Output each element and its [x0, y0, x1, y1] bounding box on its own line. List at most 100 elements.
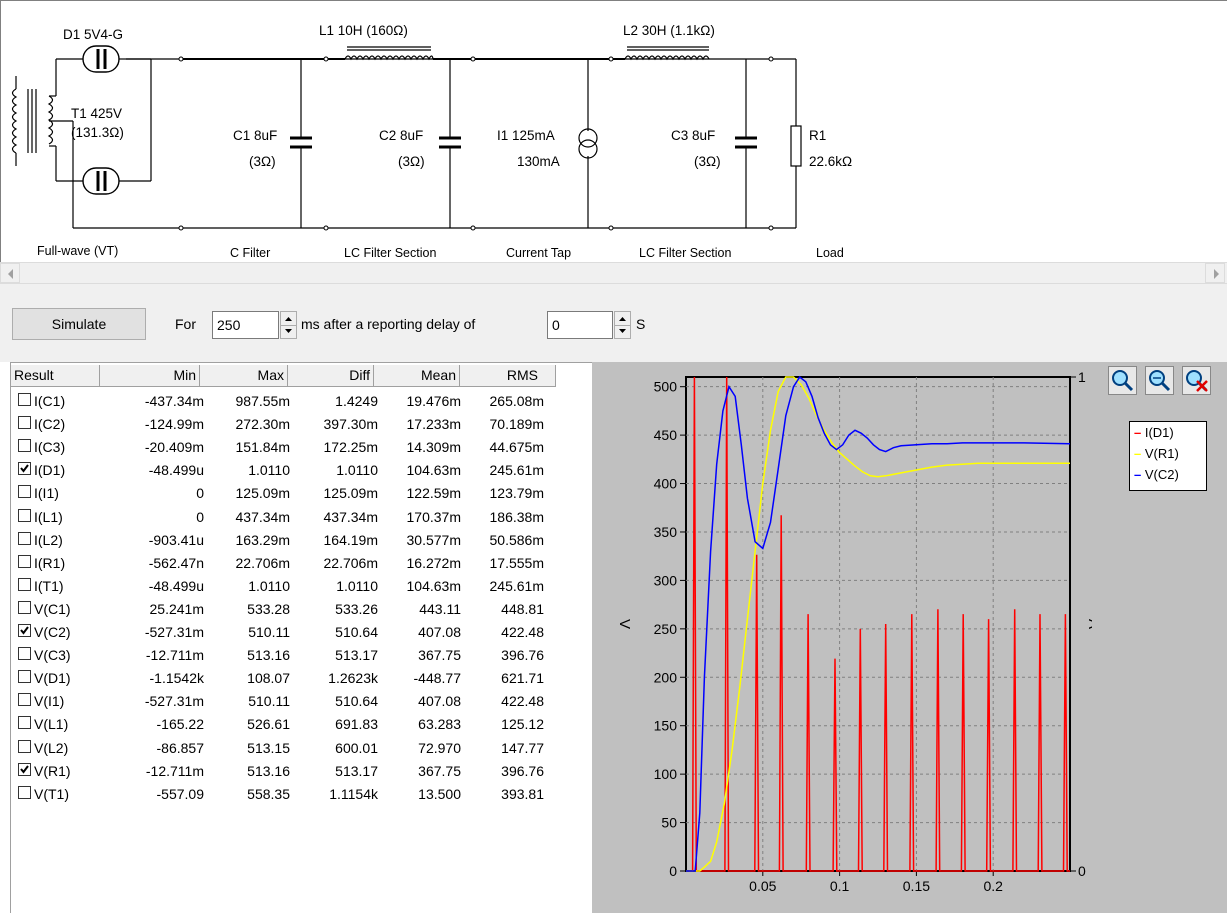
y-tick-label: 350	[654, 524, 678, 540]
result-checkbox[interactable]	[18, 393, 31, 406]
header-diff[interactable]: Diff	[288, 365, 374, 387]
result-name: V(D1)	[34, 670, 71, 687]
result-name: V(L1)	[34, 716, 69, 733]
waveform-chart[interactable]: 0 50 100 150 200 250 300 350 400 450 500 0.05 0.1 0.1…	[592, 362, 1092, 913]
spin-up-icon[interactable]	[615, 312, 630, 326]
checkmark-icon	[20, 464, 29, 473]
result-max: 510.11	[248, 693, 290, 710]
x-tick-label: 0.15	[903, 878, 930, 894]
result-diff: 164.19m	[323, 531, 378, 548]
result-rms: 44.675m	[489, 439, 544, 456]
for-label: For	[175, 316, 196, 332]
result-min: -48.499u	[148, 577, 204, 594]
seconds-label: S	[636, 316, 646, 332]
result-max: 513.16	[247, 647, 290, 664]
result-checkbox[interactable]	[18, 554, 31, 568]
result-mean: 367.75	[418, 647, 461, 664]
result-mean: 16.272m	[406, 554, 461, 571]
result-checkbox[interactable]	[18, 485, 31, 499]
table-row: I(I1) 0 125.09m 125.09m 122.59m 123.79m	[11, 481, 581, 504]
result-name: I(C1)	[34, 393, 66, 409]
result-mean: 104.63m	[406, 462, 461, 479]
result-checkbox[interactable]	[18, 693, 31, 707]
r1-label: R1	[809, 128, 826, 143]
result-rms: 396.76	[501, 762, 544, 779]
header-mean[interactable]: Mean	[374, 365, 460, 387]
legend-swatch: –	[1134, 446, 1145, 461]
result-checkbox[interactable]	[18, 762, 31, 776]
result-checkbox[interactable]	[18, 785, 31, 799]
result-checkbox[interactable]	[18, 739, 31, 753]
section-label-lc-filter-1: LC Filter Section	[344, 246, 436, 260]
result-max: 108.07	[247, 670, 290, 687]
table-row: I(R1) -562.47n 22.706m 22.706m 16.272m 17.555…	[11, 551, 581, 574]
y-tick-label: 400	[654, 476, 678, 492]
checkmark-icon	[20, 626, 29, 635]
spin-down-icon[interactable]	[281, 325, 296, 338]
results-table: Result Min Max Diff Mean RMS I(C1) -437.3…	[10, 362, 592, 913]
legend-label: I(D1)	[1144, 425, 1174, 440]
result-diff: 397.30m	[323, 416, 378, 433]
horizontal-scrollbar[interactable]	[0, 262, 1227, 284]
result-checkbox[interactable]	[18, 716, 31, 730]
result-mean: 13.500	[418, 785, 461, 802]
result-checkbox[interactable]	[18, 600, 31, 614]
duration-input[interactable]: 250	[212, 311, 279, 339]
legend-item: – V(R1)	[1134, 445, 1179, 463]
result-min: -124.99m	[144, 416, 204, 433]
legend-item: – I(D1)	[1134, 424, 1174, 442]
zoom-out-button[interactable]	[1145, 366, 1174, 395]
result-checkbox[interactable]	[18, 416, 31, 430]
spin-down-icon[interactable]	[615, 325, 630, 338]
result-checkbox[interactable]	[18, 462, 31, 476]
result-diff: 1.4249	[335, 393, 378, 409]
zoom-in-button[interactable]	[1108, 366, 1137, 395]
result-checkbox[interactable]	[18, 439, 31, 453]
table-row: I(C2) -124.99m 272.30m 397.30m 17.233m 70.189…	[11, 412, 581, 435]
result-max: 125.09m	[235, 485, 290, 502]
result-max: 533.28	[247, 600, 290, 617]
result-name: I(R1)	[34, 554, 66, 571]
result-checkbox[interactable]	[18, 624, 31, 637]
result-name: V(R1)	[34, 762, 71, 779]
spin-up-icon[interactable]	[281, 312, 296, 326]
header-rms[interactable]: RMS	[460, 365, 556, 387]
result-checkbox[interactable]	[18, 577, 31, 591]
simulation-toolbar: Simulate For 250 ms after a reporting de…	[0, 284, 1227, 362]
plot-panel: 0 50 100 150 200 250 300 350 400 450 500 0.05 0.1 0.1…	[592, 362, 1227, 913]
result-mean: 63.283	[418, 716, 461, 733]
header-result[interactable]: Result	[11, 365, 100, 387]
result-min: 25.241m	[149, 600, 204, 617]
section-label-load: Load	[816, 246, 844, 260]
y-tick-label: 200	[654, 669, 678, 685]
header-min[interactable]: Min	[100, 365, 200, 387]
result-checkbox[interactable]	[18, 670, 31, 684]
result-checkbox[interactable]	[18, 531, 31, 545]
arrow-left-icon	[8, 269, 13, 279]
delay-spinner[interactable]	[614, 311, 631, 339]
zoom-reset-button[interactable]	[1182, 366, 1211, 395]
table-row: V(I1) -527.31m 510.11 510.64 407.08 422.48	[11, 689, 581, 712]
header-max[interactable]: Max	[200, 365, 288, 387]
result-mean: 443.11	[419, 600, 461, 617]
result-diff: 513.17	[335, 762, 378, 779]
result-name: I(I1)	[34, 485, 59, 502]
result-mean: 104.63m	[406, 577, 461, 594]
result-checkbox[interactable]	[18, 647, 31, 661]
table-row: V(R1) -12.711m 513.16 513.17 367.75 396.76	[11, 759, 581, 782]
legend-swatch: –	[1134, 425, 1145, 440]
zoom-out-icon	[1149, 370, 1171, 392]
series-line-I(D1)	[689, 376, 1070, 872]
result-diff: 22.706m	[323, 554, 378, 571]
scroll-left-button[interactable]	[0, 263, 20, 283]
scroll-right-button[interactable]	[1205, 263, 1225, 283]
c1-label: C1 8uF	[233, 128, 277, 143]
simulate-button[interactable]: Simulate	[12, 308, 146, 340]
result-max: 987.55m	[235, 393, 290, 409]
result-rms: 621.71	[501, 670, 544, 687]
delay-input[interactable]: 0	[547, 311, 613, 339]
result-rms: 70.189m	[489, 416, 544, 433]
duration-spinner[interactable]	[280, 311, 297, 339]
result-checkbox[interactable]	[18, 508, 31, 522]
y-tick-label: 0	[669, 863, 677, 879]
